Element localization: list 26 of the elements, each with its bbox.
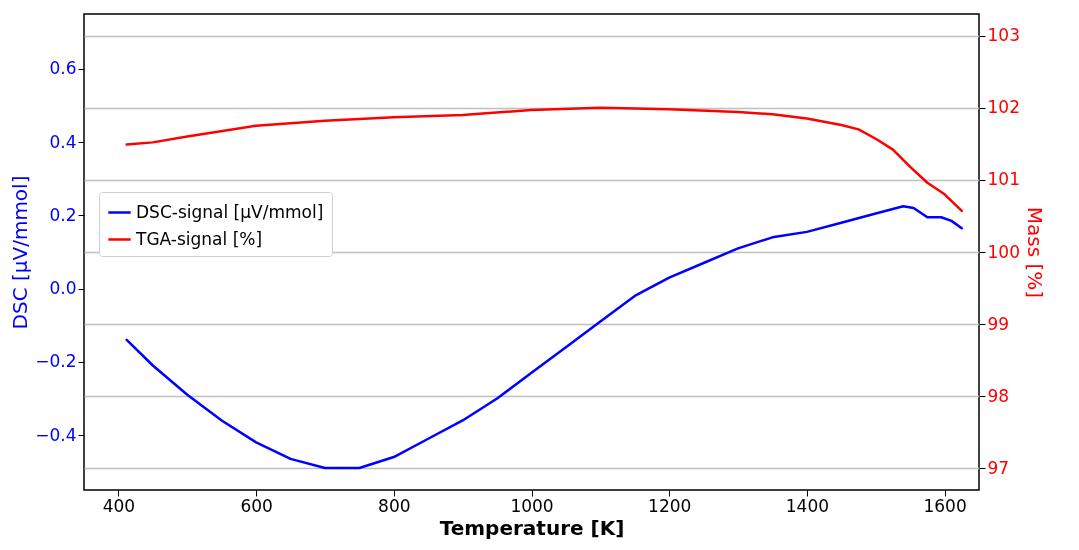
x-tick-label: 1600	[923, 495, 967, 516]
line-series	[125, 204, 964, 470]
y2-tick-label: 101	[987, 169, 1020, 190]
y2-tick-label: 98	[987, 385, 1010, 406]
x-tick-label: 1400	[785, 495, 830, 516]
y-tick-label: 0.2	[49, 204, 77, 225]
legend-label: DSC-signal [µV/mmol]	[136, 201, 324, 222]
y-axis-title: DSC [µV/mmol]	[8, 175, 33, 330]
y-tick-label: −0.4	[35, 424, 77, 445]
x-axis-title: Temperature [K]	[439, 515, 625, 540]
legend-label: TGA-signal [%]	[135, 228, 263, 249]
x-tick-label: 1000	[510, 495, 554, 516]
y-tick-label: −0.2	[35, 351, 77, 372]
y-tick-label: 0.0	[49, 278, 77, 299]
y2-tick-label: 99	[987, 313, 1010, 334]
x-tick-label: 800	[378, 495, 411, 516]
y2-tick-label: 97	[987, 457, 1010, 478]
y2-axis-title: Mass [%]	[1022, 206, 1047, 299]
y2-tick-label: 100	[987, 241, 1020, 262]
x-tick-label: 400	[102, 495, 136, 516]
y2-tick-label: 102	[987, 97, 1020, 118]
y-tick-label: 0.6	[49, 58, 77, 79]
y2-tick-label: 103	[987, 25, 1020, 46]
x-tick-label: 1200	[648, 495, 692, 516]
x-tick-label: 600	[240, 495, 273, 516]
y-tick-label: 0.4	[49, 131, 77, 152]
